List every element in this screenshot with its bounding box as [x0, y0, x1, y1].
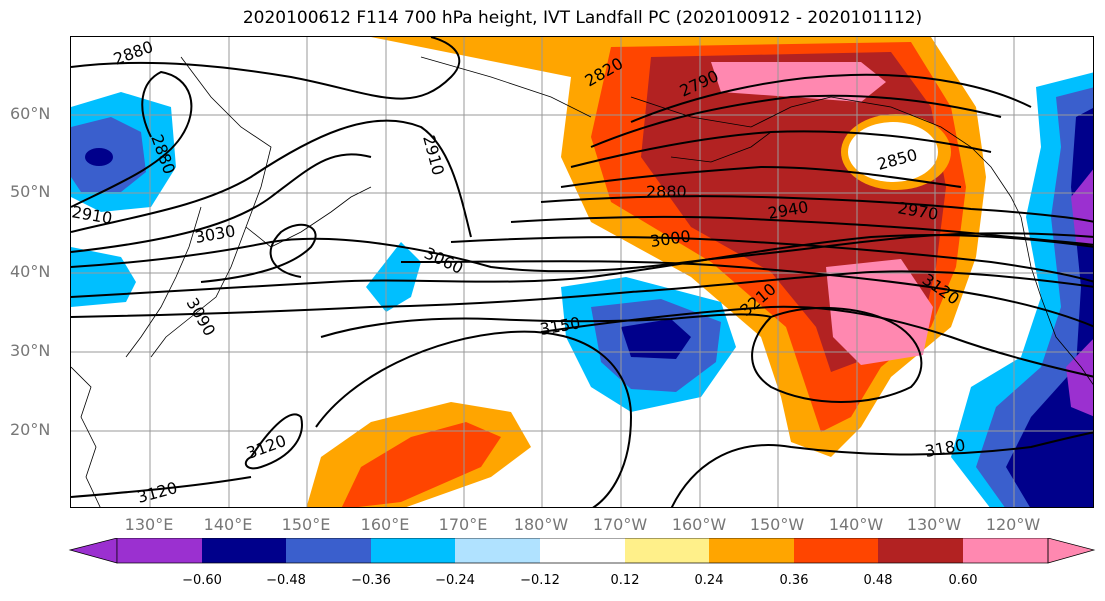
lat-label-20n: 20°N	[10, 420, 51, 439]
colorbar-tick: 0.48	[863, 573, 893, 588]
contour-label: 3090	[183, 295, 220, 340]
colorbar-tick: 0.60	[948, 573, 978, 588]
pos-anomaly-max-south	[826, 259, 933, 365]
map-svg: 2880 2820 2790 2910 2880 2850 2880 2940 …	[71, 37, 1093, 507]
colorbar-tick: −0.60	[182, 573, 222, 588]
colorbar-segment	[540, 538, 625, 563]
neg-anomaly-central-strong	[621, 319, 691, 359]
lon-label-130e: 130°E	[124, 515, 174, 534]
lon-label-140e: 140°E	[203, 515, 253, 534]
lon-label-140w: 140°W	[828, 515, 884, 534]
colorbar-tick: −0.48	[266, 573, 306, 588]
colorbar-tick: 0.24	[694, 573, 724, 588]
coastal-hole-inner	[848, 122, 938, 182]
pos-anomaly-max-north	[711, 62, 886, 102]
map-title: 2020100612 F114 700 hPa height, IVT Land…	[242, 8, 923, 28]
lon-label-170w: 170°W	[592, 515, 648, 534]
neg-anomaly-east-purple	[1071, 169, 1093, 247]
lat-label-50n: 50°N	[10, 182, 51, 201]
lon-label-120w: 120°W	[985, 515, 1041, 534]
colorbar-segment	[286, 538, 371, 563]
colorbar-segment	[117, 538, 202, 563]
map-panel: 2880 2820 2790 2910 2880 2850 2880 2940 …	[70, 36, 1094, 508]
colorbar-tick: −0.24	[435, 573, 475, 588]
contour-label: 3120	[135, 478, 179, 507]
contour-label: 3030	[193, 221, 236, 247]
colorbar-segment	[455, 538, 540, 563]
lon-label-180w: 180°W	[513, 515, 569, 534]
contour-label: 2880	[646, 182, 687, 201]
colorbar-segment	[709, 538, 794, 563]
colorbar-segment	[371, 538, 455, 563]
neg-anomaly-east-purple-south	[1066, 339, 1093, 417]
contour-label: 2880	[111, 37, 156, 69]
colorbar-tick: 0.36	[779, 573, 809, 588]
colorbar-segment	[963, 538, 1048, 563]
colorbar-segment	[68, 538, 118, 564]
colorbar-segment	[794, 538, 878, 563]
colorbar-segment	[878, 538, 963, 563]
neg-anomaly-japan	[71, 247, 136, 307]
lon-label-150w: 150°W	[749, 515, 805, 534]
colorbar-segment	[202, 538, 286, 563]
lat-label-40n: 40°N	[10, 262, 51, 281]
colorbar-tick: −0.36	[351, 573, 391, 588]
lon-label-150e: 150°E	[281, 515, 331, 534]
pos-anomaly-subtropics-mid	[341, 422, 501, 507]
colorbar-tick: 0.12	[610, 573, 640, 588]
neg-anomaly-okhotsk-strong	[85, 148, 113, 166]
colorbar	[68, 538, 1096, 564]
neg-anomaly-east-strong	[1006, 108, 1093, 507]
lon-label-160w: 160°W	[671, 515, 727, 534]
neg-anomaly-midpac	[366, 242, 421, 312]
colorbar-tick: −0.12	[520, 573, 560, 588]
colorbar-outline	[116, 538, 1049, 564]
lon-label-160e: 160°E	[360, 515, 410, 534]
height-contours	[71, 37, 1093, 507]
graticule	[71, 37, 1093, 507]
lat-label-30n: 30°N	[10, 341, 51, 360]
contour-label: 2910	[419, 133, 448, 177]
lat-label-60n: 60°N	[10, 104, 51, 123]
colorbar-segment	[625, 538, 709, 563]
lon-label-130w: 130°W	[906, 515, 962, 534]
lon-label-170e: 170°E	[438, 515, 488, 534]
colorbar-segment	[1047, 538, 1096, 564]
